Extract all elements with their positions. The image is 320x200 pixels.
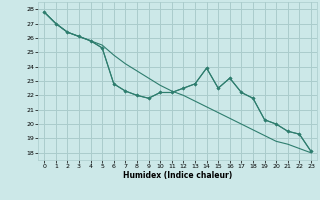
X-axis label: Humidex (Indice chaleur): Humidex (Indice chaleur) xyxy=(123,171,232,180)
